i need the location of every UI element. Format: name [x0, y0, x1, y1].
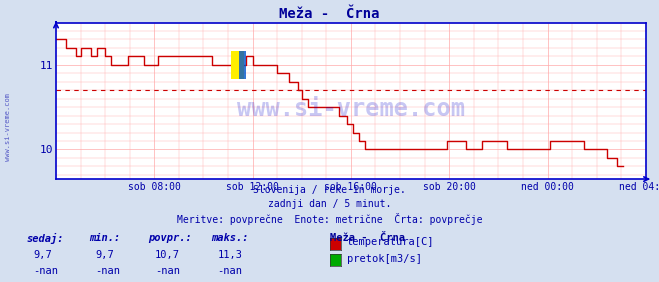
FancyBboxPatch shape — [239, 51, 246, 79]
Text: Meritve: povprečne  Enote: metrične  Črta: povprečje: Meritve: povprečne Enote: metrične Črta:… — [177, 213, 482, 225]
Text: temperatura[C]: temperatura[C] — [347, 237, 434, 248]
Text: www.si-vreme.com: www.si-vreme.com — [5, 93, 11, 161]
Text: Meža -  Črna: Meža - Črna — [330, 233, 405, 243]
Text: www.si-vreme.com: www.si-vreme.com — [237, 97, 465, 121]
Text: -nan: -nan — [33, 266, 58, 276]
Text: Meža -  Črna: Meža - Črna — [279, 7, 380, 21]
Text: 10,7: 10,7 — [155, 250, 180, 259]
Text: zadnji dan / 5 minut.: zadnji dan / 5 minut. — [268, 199, 391, 209]
Text: 9,7: 9,7 — [96, 250, 114, 259]
Text: 9,7: 9,7 — [33, 250, 51, 259]
FancyBboxPatch shape — [231, 51, 244, 79]
Text: sedaj:: sedaj: — [26, 233, 64, 244]
Text: 11,3: 11,3 — [217, 250, 243, 259]
Text: Slovenija / reke in morje.: Slovenija / reke in morje. — [253, 185, 406, 195]
Text: min.:: min.: — [89, 233, 120, 243]
Text: povpr.:: povpr.: — [148, 233, 192, 243]
Text: maks.:: maks.: — [211, 233, 248, 243]
Text: -nan: -nan — [96, 266, 121, 276]
Text: -nan: -nan — [217, 266, 243, 276]
Text: pretok[m3/s]: pretok[m3/s] — [347, 254, 422, 264]
Text: -nan: -nan — [155, 266, 180, 276]
